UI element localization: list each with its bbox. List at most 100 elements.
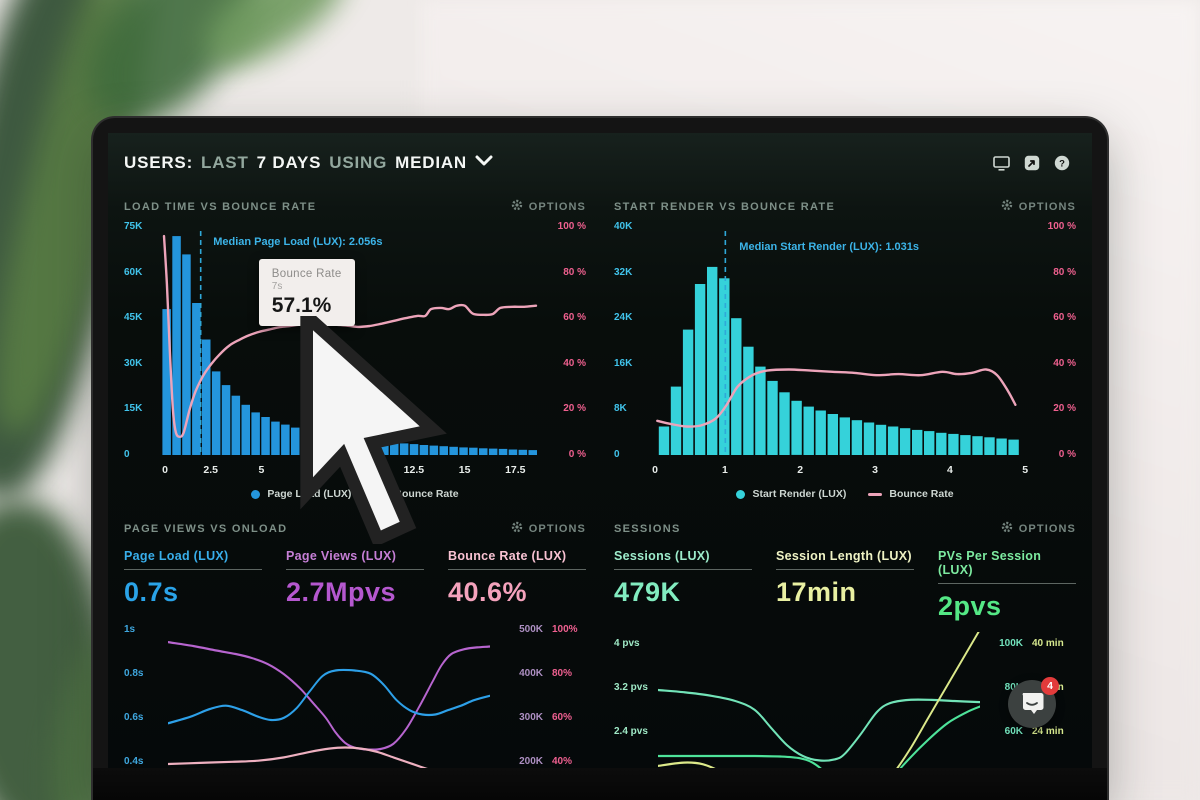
- y-axis-tick: 60K: [124, 266, 143, 278]
- tick-col: 200K: [519, 756, 543, 767]
- svg-text:?: ?: [1059, 158, 1065, 169]
- metric-value: 2.7Mpvs: [286, 577, 397, 607]
- y-axis-tick: 40 %: [1053, 357, 1076, 369]
- title-segment: USING: [329, 153, 388, 172]
- x-axis-tick: 4: [946, 464, 953, 476]
- y-axis-tick: 1s: [124, 624, 136, 635]
- y-axis-tick: 100 %: [1047, 221, 1076, 232]
- options-button[interactable]: OPTIONS: [511, 520, 586, 538]
- metric-label: PVs Per Session (LUX): [938, 549, 1076, 584]
- legend-label: Bounce Rate: [889, 488, 954, 500]
- options-button[interactable]: OPTIONS: [1001, 520, 1076, 538]
- sessions-chart-svg[interactable]: [658, 632, 980, 768]
- x-axis-tick: 0: [652, 464, 658, 476]
- legend-dot-marker: [736, 489, 746, 499]
- y-axis-tick: 0 %: [1058, 448, 1076, 460]
- y-axis-tick: 30K: [124, 357, 143, 369]
- y-axis-tick-pair: 200K 40%: [509, 756, 586, 768]
- y-axis-tick: 0.8s: [124, 668, 144, 679]
- y-axis-right: 100 % 80 % 60 % 40 % 20 % 0 %: [540, 222, 586, 460]
- y-axis-tick: 20 %: [1053, 403, 1076, 415]
- options-button[interactable]: OPTIONS: [1001, 198, 1076, 216]
- page-views-chart-svg[interactable]: [168, 618, 490, 768]
- chart-legend: Start Render (LUX) Bounce Rate: [614, 488, 1076, 500]
- y-axis-tick: 16K: [614, 357, 633, 369]
- y-axis-tick: 8K: [614, 403, 627, 415]
- panel-sessions: SESSIONS OPTIONS Sessions (LUX) 479K Ses…: [614, 517, 1076, 768]
- gear-icon: [1001, 198, 1013, 216]
- legend-label: Bounce Rate: [394, 488, 459, 500]
- y-axis-tick: 3.2 pvs: [614, 682, 648, 693]
- x-axis-tick: 1: [721, 464, 728, 476]
- gear-icon: [511, 198, 523, 216]
- y-axis-tick: 100 %: [557, 221, 586, 232]
- panel-start-render-vs-bounce-rate: START RENDER VS BOUNCE RATE OPTIONS 40K 3…: [614, 195, 1076, 511]
- y-axis-tick: 0.6s: [124, 712, 144, 723]
- start-render-plot: Median Start Render (LUX): 1.031s: [650, 227, 1030, 455]
- y-axis-tick: 80 %: [563, 266, 586, 278]
- y-axis-tick: 60 %: [563, 312, 586, 324]
- bounce-rate-tooltip: Bounce Rate 7s 57.1%: [258, 258, 355, 334]
- options-label: OPTIONS: [1018, 201, 1076, 213]
- metric-value: 0.7s: [124, 577, 179, 607]
- legend-item: Start Render (LUX): [736, 488, 846, 500]
- y-axis-tick: 0: [614, 448, 620, 460]
- panel-load-time-vs-bounce-rate: LOAD TIME VS BOUNCE RATE OPTIONS 75K 60K 4…: [124, 195, 586, 544]
- tick-col: 40 min: [1032, 638, 1064, 649]
- y-axis-tick: 2.4 pvs: [614, 726, 648, 737]
- chat-notification-badge: 4: [1041, 677, 1059, 695]
- y-axis-right: 100 % 80 % 60 % 40 % 20 % 0 %: [1030, 222, 1076, 460]
- dashboard-header: USERS: LAST 7 DAYS USING MEDIAN ?: [108, 133, 1092, 183]
- y-axis-right: 500K 100% 400K 80% 300K 60% 200K 40%: [490, 618, 586, 768]
- tick-col: 40%: [552, 756, 573, 767]
- y-axis-left: 40K 32K 24K 16K 8K 0: [614, 222, 650, 460]
- tick-col: 300K: [519, 712, 543, 723]
- chat-launcher-button[interactable]: 4: [1008, 677, 1059, 728]
- metric-label: Bounce Rate (LUX): [448, 549, 586, 570]
- panel-title: START RENDER VS BOUNCE RATE: [614, 201, 836, 213]
- users-filter-dropdown[interactable]: USERS: LAST 7 DAYS USING MEDIAN: [124, 153, 493, 173]
- tick-col: 500K: [519, 624, 543, 635]
- sessions-plot: [658, 632, 980, 768]
- share-icon[interactable]: [1024, 155, 1040, 171]
- metric-value: 2pvs: [938, 591, 1002, 621]
- start-render-chart-svg[interactable]: [650, 227, 1030, 455]
- legend-dot-marker: [251, 489, 261, 499]
- chevron-down-icon: [475, 154, 493, 172]
- y-axis-tick: 40K: [614, 221, 633, 232]
- page-views-plot: [168, 618, 490, 768]
- x-axis-tick: 12.5: [403, 464, 425, 476]
- y-axis-left: 1s 0.8s 0.6s 0.4s: [124, 618, 168, 768]
- y-axis-tick: 75K: [124, 221, 143, 232]
- y-axis-tick: 24K: [614, 312, 633, 324]
- y-axis-tick: 0 %: [568, 448, 586, 460]
- help-icon[interactable]: ?: [1054, 155, 1070, 171]
- metric-label: Sessions (LUX): [614, 549, 752, 570]
- title-segment: LAST: [201, 153, 249, 172]
- tick-col: 60K: [1004, 726, 1023, 737]
- y-axis-tick: 60 %: [1053, 312, 1076, 324]
- laptop-screen: USERS: LAST 7 DAYS USING MEDIAN ?: [108, 133, 1092, 768]
- display-icon[interactable]: [993, 155, 1010, 171]
- y-axis-tick-pair: 300K 60%: [509, 712, 586, 756]
- tick-col: 100%: [552, 624, 578, 635]
- gear-icon: [1001, 520, 1013, 538]
- panel-title: PAGE VIEWS VS ONLOAD: [124, 523, 288, 535]
- legend-item: Bounce Rate: [868, 488, 954, 500]
- panel-title: LOAD TIME VS BOUNCE RATE: [124, 201, 317, 213]
- metric-label: Page Load (LUX): [124, 549, 262, 570]
- y-axis-tick: 20 %: [563, 403, 586, 415]
- options-button[interactable]: OPTIONS: [511, 198, 586, 216]
- y-axis-tick: 4 pvs: [614, 638, 640, 649]
- y-axis-tick-pair: 400K 80%: [509, 668, 586, 712]
- x-axis-tick: 17.5: [505, 464, 526, 476]
- x-axis-tick: 3: [872, 464, 878, 476]
- y-axis-tick-pair: 500K 100%: [509, 624, 586, 668]
- y-axis-tick: 40 %: [563, 357, 586, 369]
- title-segment: USERS:: [124, 153, 194, 172]
- metric-label: Session Length (LUX): [776, 549, 914, 570]
- y-axis-tick: 0: [124, 448, 130, 460]
- metric-page-load: Page Load (LUX) 0.7s: [124, 549, 262, 608]
- y-axis-tick-pair: 60K 24 min: [989, 726, 1076, 768]
- x-axis-tick: 5: [258, 464, 265, 476]
